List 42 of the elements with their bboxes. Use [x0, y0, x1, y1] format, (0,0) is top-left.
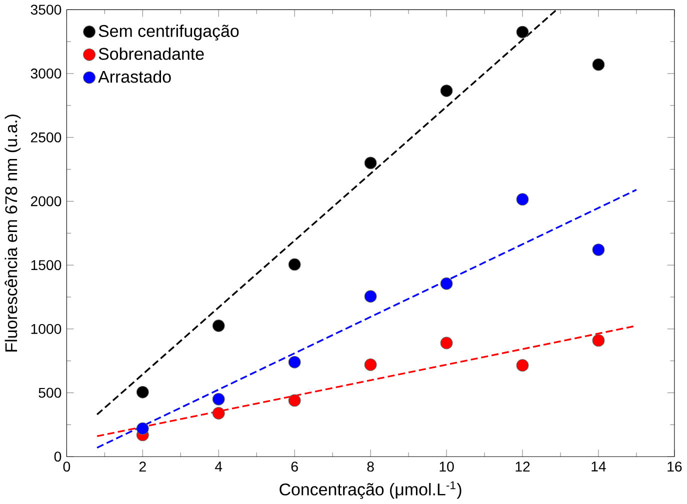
point — [288, 258, 301, 271]
x-tick-label: 2 — [139, 462, 146, 472]
y-tick-label: 500 — [38, 388, 62, 398]
legend-label: Arrastado — [98, 70, 171, 83]
point — [212, 407, 225, 420]
x-tick-label: 16 — [668, 462, 682, 472]
y-tick-label: 2500 — [30, 132, 62, 143]
x-axis-title: Concentração (μmol.L$^{-1}$) — [280, 482, 462, 500]
y-tick-label: 3000 — [30, 68, 62, 79]
x-tick-label: 8 — [367, 462, 374, 472]
x-tick-label: 12 — [516, 462, 530, 472]
y-tick-label: 1000 — [31, 324, 62, 334]
point — [364, 358, 377, 372]
point — [288, 394, 301, 407]
y-tick-label: 2000 — [30, 196, 62, 206]
point — [440, 84, 453, 98]
legend-label: Sobrenadante — [98, 48, 204, 60]
y-axis-title: Fluorescência em 678 nm (u.a.) — [4, 114, 21, 352]
point — [440, 336, 453, 350]
point — [592, 244, 605, 256]
x-tick-label: 0 — [63, 462, 70, 472]
y-tick-label: 3500 — [30, 4, 62, 15]
point — [136, 422, 149, 435]
point — [364, 156, 377, 170]
legend-label: Sem centrifugação — [98, 24, 239, 41]
x-tick-label: 4 — [215, 462, 222, 472]
point — [516, 26, 529, 38]
x-tick-label: 14 — [592, 462, 606, 472]
point — [212, 393, 225, 406]
point — [516, 359, 529, 372]
point — [592, 58, 605, 72]
point — [440, 278, 453, 290]
y-tick-label: 1500 — [31, 260, 62, 270]
point — [212, 320, 225, 332]
y-tick-label: 0 — [54, 452, 62, 462]
point — [364, 290, 377, 303]
point — [516, 193, 529, 206]
x-tick-label: 10 — [440, 462, 454, 472]
point — [592, 334, 605, 347]
point — [136, 386, 149, 399]
point — [288, 356, 301, 369]
x-tick-label: 6 — [291, 462, 298, 472]
